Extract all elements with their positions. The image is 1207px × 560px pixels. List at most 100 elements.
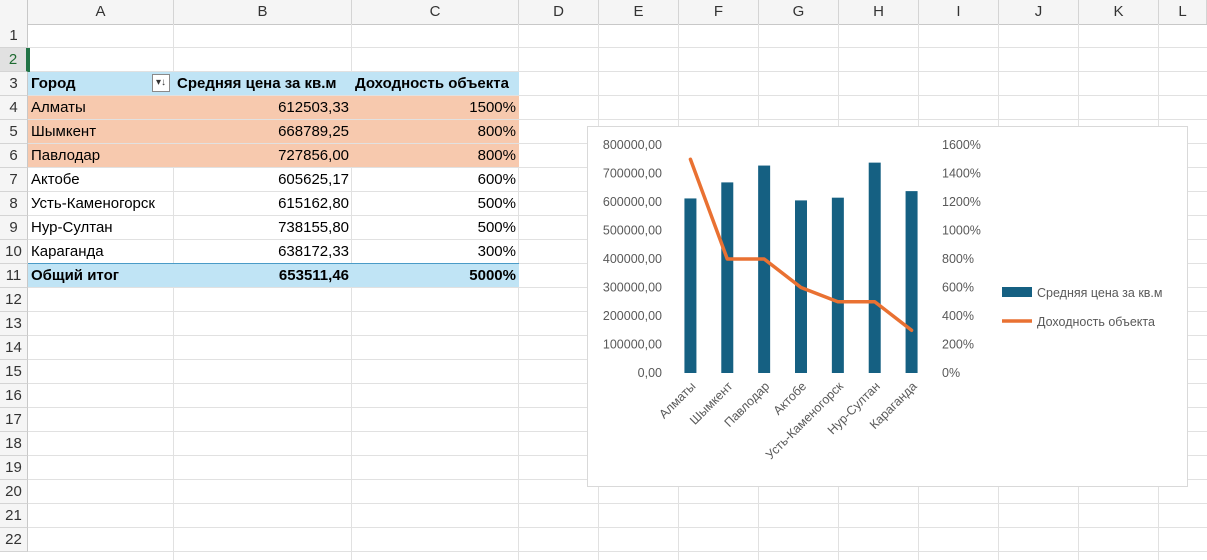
column-header-j[interactable]: J xyxy=(999,0,1079,24)
legend-bar-swatch xyxy=(1002,287,1032,297)
row-header-2[interactable]: 2 xyxy=(0,48,28,72)
column-header-a[interactable]: A xyxy=(28,0,174,24)
pivot-row-cell-price[interactable]: 605625,17 xyxy=(278,171,349,188)
y-right-tick-label: 1400% xyxy=(942,167,981,181)
y-left-tick-label: 100000,00 xyxy=(603,338,662,352)
chart-bar xyxy=(905,191,918,373)
row-header-20[interactable]: 20 xyxy=(0,480,28,504)
pivot-row-cell-yield[interactable]: 800% xyxy=(352,144,519,167)
row-header-15[interactable]: 15 xyxy=(0,360,28,384)
row-header-22[interactable]: 22 xyxy=(0,528,28,552)
active-cell-a2[interactable] xyxy=(28,48,174,72)
column-header-g[interactable]: G xyxy=(759,0,839,24)
column-header-d[interactable]: D xyxy=(519,0,599,24)
column-header-c[interactable]: C xyxy=(352,0,519,24)
y-right-tick-label: 600% xyxy=(942,281,974,295)
row-header-10[interactable]: 10 xyxy=(0,240,28,264)
pivot-row-cell-yield[interactable]: 500% xyxy=(477,195,516,212)
pivot-total-cell-price[interactable]: 653511,46 xyxy=(174,264,352,287)
pivot-row-cell-price[interactable]: 638172,33 xyxy=(278,243,349,260)
pivot-row-cell-yield[interactable]: 1500% xyxy=(352,96,519,119)
row-header-13[interactable]: 13 xyxy=(0,312,28,336)
gridline-row xyxy=(28,95,1207,96)
chart-svg: 0,00 100000,00 200000,00 300000,00 400000,00… xyxy=(603,138,1163,462)
y-right-tick-label: 800% xyxy=(942,252,974,266)
pivot-row-cell-yield[interactable]: 800% xyxy=(352,120,519,143)
y-left-tick-label: 700000,00 xyxy=(603,167,662,181)
column-header-h[interactable]: H xyxy=(839,0,919,24)
pivot-row-cell-price[interactable]: 668789,25 xyxy=(174,120,352,143)
y-left-tick-label: 400000,00 xyxy=(603,252,662,266)
column-header-b[interactable]: B xyxy=(174,0,352,24)
pivot-row-cell-yield[interactable]: 300% xyxy=(477,243,516,260)
column-header-l[interactable]: L xyxy=(1159,0,1207,24)
gridline-row xyxy=(28,551,1207,552)
column-header-e[interactable]: E xyxy=(599,0,679,24)
row-header-19[interactable]: 19 xyxy=(0,456,28,480)
column-header-f[interactable]: F xyxy=(679,0,759,24)
pivot-row-cell-city[interactable]: Нур-Султан xyxy=(31,219,113,236)
y-left-tick-label: 500000,00 xyxy=(603,224,662,238)
pivot-row-cell-city[interactable]: Алматы xyxy=(28,96,174,119)
gridline-col xyxy=(351,24,352,560)
y-right-tick-label: 1000% xyxy=(942,224,981,238)
row-header-6[interactable]: 6 xyxy=(0,144,28,168)
y-right-tick-label: 400% xyxy=(942,309,974,323)
gridline-col xyxy=(173,24,174,560)
chart-bar xyxy=(721,182,734,373)
pivot-header-yield[interactable]: Доходность объекта xyxy=(352,72,519,95)
legend-line-label: Доходность объекта xyxy=(1037,315,1155,329)
y-right-tick-label: 1600% xyxy=(942,138,981,152)
pivot-row-cell-yield[interactable]: 600% xyxy=(477,171,516,188)
y-right-tick-label: 200% xyxy=(942,338,974,352)
column-header-k[interactable]: K xyxy=(1079,0,1159,24)
pivot-total-cell-yield[interactable]: 5000% xyxy=(352,264,519,287)
pivot-row-cell-price[interactable]: 612503,33 xyxy=(174,96,352,119)
pivot-row-cell-city[interactable]: Актобе xyxy=(31,171,80,188)
gridline-row xyxy=(28,71,1207,72)
pivot-total-cell-city[interactable]: Общий итог xyxy=(28,264,174,287)
gridline-row xyxy=(28,119,1207,120)
row-header-14[interactable]: 14 xyxy=(0,336,28,360)
pivot-row-cell-city[interactable]: Усть-Каменогорск xyxy=(31,195,155,212)
row-header-17[interactable]: 17 xyxy=(0,408,28,432)
row-header-12[interactable]: 12 xyxy=(0,288,28,312)
pivot-row-cell-city[interactable]: Шымкент xyxy=(28,120,174,143)
pivot-row-cell-price[interactable]: 727856,00 xyxy=(174,144,352,167)
pivot-header-price[interactable]: Средняя цена за кв.м xyxy=(174,72,352,95)
row-header-5[interactable]: 5 xyxy=(0,120,28,144)
pivot-row-cell-price[interactable]: 615162,80 xyxy=(278,195,349,212)
row-header-16[interactable]: 16 xyxy=(0,384,28,408)
chart-bar xyxy=(684,198,697,373)
pivot-header-city[interactable]: Город xyxy=(28,72,174,95)
select-all-corner[interactable] xyxy=(0,0,28,24)
y-left-tick-label: 300000,00 xyxy=(603,281,662,295)
chart-line-series xyxy=(688,157,914,332)
pivot-row-cell-city[interactable]: Караганда xyxy=(31,243,104,260)
legend-bar-label: Средняя цена за кв.м xyxy=(1037,286,1163,300)
chart-bar xyxy=(831,197,844,373)
gridline-row xyxy=(28,503,1207,504)
row-header-4[interactable]: 4 xyxy=(0,96,28,120)
row-header-11[interactable]: 11 xyxy=(0,264,28,288)
y-right-tick-label: 0% xyxy=(942,366,960,380)
y-left-tick-label: 0,00 xyxy=(638,366,662,380)
combo-chart[interactable]: 0,00 100000,00 200000,00 300000,00 400000,00… xyxy=(587,126,1188,487)
pivot-row-cell-yield[interactable]: 500% xyxy=(477,219,516,236)
pivot-row-cell-city[interactable]: Павлодар xyxy=(28,144,174,167)
row-header-7[interactable]: 7 xyxy=(0,168,28,192)
sort-filter-icon[interactable]: ▾↓ xyxy=(152,74,170,92)
y-left-tick-label: 800000,00 xyxy=(603,138,662,152)
row-header-1[interactable]: 1 xyxy=(0,24,28,48)
column-header-i[interactable]: I xyxy=(919,0,999,24)
y-left-tick-label: 600000,00 xyxy=(603,195,662,209)
column-header-bar xyxy=(0,0,1207,25)
row-header-18[interactable]: 18 xyxy=(0,432,28,456)
row-header-21[interactable]: 21 xyxy=(0,504,28,528)
chart-bar xyxy=(868,162,881,373)
row-header-9[interactable]: 9 xyxy=(0,216,28,240)
chart-bar xyxy=(758,165,771,373)
pivot-row-cell-price[interactable]: 738155,80 xyxy=(278,219,349,236)
row-header-8[interactable]: 8 xyxy=(0,192,28,216)
row-header-3[interactable]: 3 xyxy=(0,72,28,96)
